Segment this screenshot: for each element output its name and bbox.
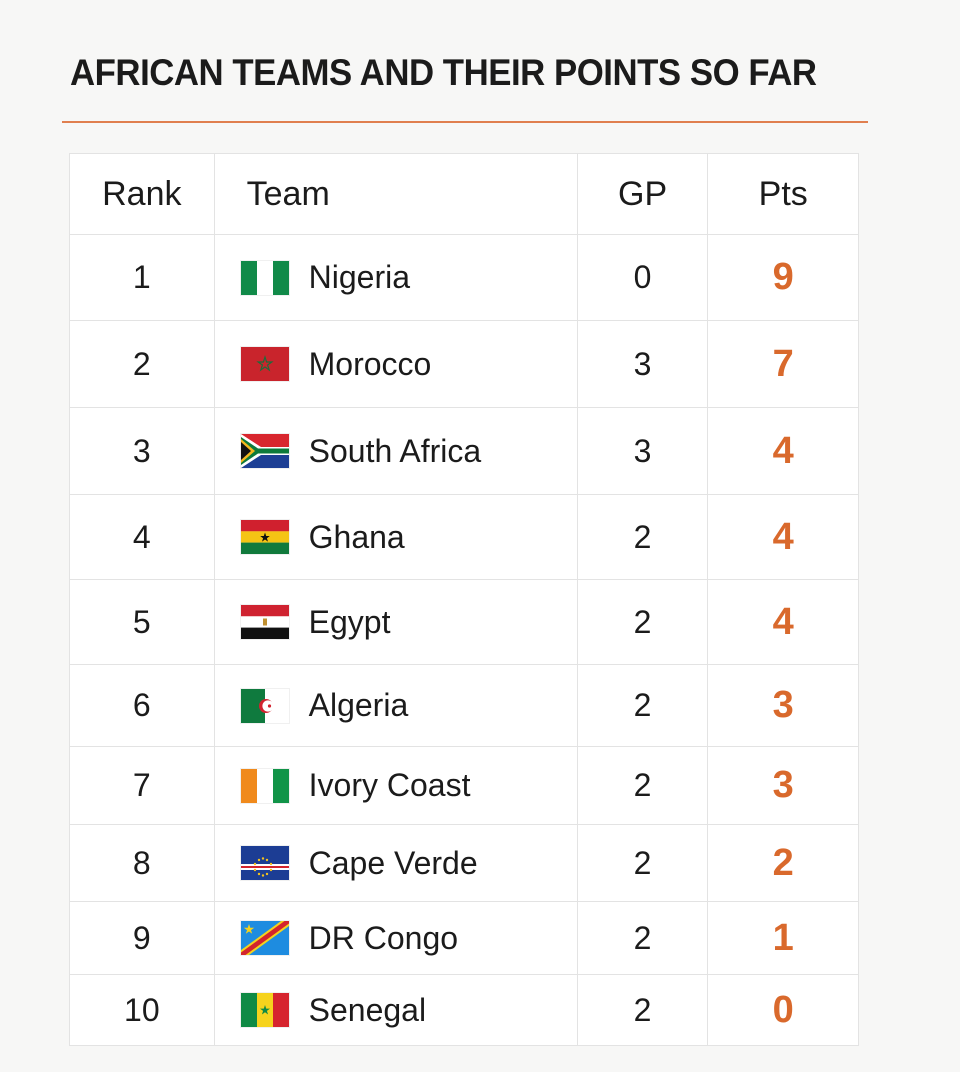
team-cell: Egypt xyxy=(213,580,577,664)
team-name: South Africa xyxy=(308,432,482,469)
table-row: 3 South Africa 3 4 xyxy=(70,407,858,494)
team-name: Nigeria xyxy=(308,259,410,295)
gp-cell: 3 xyxy=(576,321,708,407)
table-row: 10 Senegal 2 0 xyxy=(70,974,858,1045)
pts-cell: 9 xyxy=(707,235,858,320)
rank-cell: 2 xyxy=(132,345,151,382)
header-rank: Rank xyxy=(102,174,182,213)
table-header-row: Rank Team GP Pts xyxy=(70,154,858,234)
team-cell: Cape Verde xyxy=(213,825,577,901)
team-cell: Senegal xyxy=(213,975,577,1045)
rank-cell: 8 xyxy=(132,844,151,881)
rank-cell: 4 xyxy=(132,518,151,555)
team-cell: Nigeria xyxy=(213,235,577,320)
pts-value: 4 xyxy=(772,429,794,472)
pts-value: 3 xyxy=(772,764,794,806)
team-name: Egypt xyxy=(308,603,391,640)
gp-cell: 2 xyxy=(576,495,708,579)
rank-cell: 6 xyxy=(132,687,151,723)
rank-cell: 5 xyxy=(132,603,151,640)
gp-cell: 2 xyxy=(576,825,708,901)
team-name: Senegal xyxy=(308,991,427,1028)
pts-value: 1 xyxy=(772,916,794,959)
team-cell: Ghana xyxy=(213,495,577,579)
table-row: 2 Morocco 3 7 xyxy=(70,320,858,407)
rank-cell: 7 xyxy=(132,767,151,803)
table-row: 9 DR Congo 2 1 xyxy=(70,901,858,974)
gp-cell: 3 xyxy=(576,408,708,494)
pts-cell: 2 xyxy=(707,825,858,901)
team-name: Morocco xyxy=(308,345,432,382)
team-name: Cape Verde xyxy=(308,844,478,881)
table-row: 7 Ivory Coast 2 3 xyxy=(70,746,858,824)
gp-cell: 0 xyxy=(576,235,708,320)
page-title: AFRICAN TEAMS AND THEIR POINTS SO FAR xyxy=(70,52,817,93)
table-row: 4 Ghana 2 4 xyxy=(70,494,858,579)
team-cell: Ivory Coast xyxy=(213,747,577,824)
title-divider xyxy=(62,121,868,123)
team-name: Algeria xyxy=(308,687,409,723)
pts-cell: 0 xyxy=(707,975,858,1045)
pts-value: 9 xyxy=(772,256,794,298)
algeria-flag-icon xyxy=(240,688,289,723)
rank-cell: 1 xyxy=(132,259,151,295)
ghana-flag-icon xyxy=(240,520,289,554)
pts-cell: 3 xyxy=(707,747,858,824)
table-row: 8 Cape Verde 2 2 xyxy=(70,824,858,901)
pts-value: 4 xyxy=(772,515,794,558)
pts-value: 2 xyxy=(772,841,794,884)
table-row: 1 Nigeria 0 9 xyxy=(70,234,858,320)
header-gp: GP xyxy=(576,154,708,234)
team-cell: South Africa xyxy=(213,408,577,494)
rank-cell: 9 xyxy=(132,919,151,956)
rank-cell: 10 xyxy=(124,991,160,1028)
gp-cell: 2 xyxy=(576,747,708,824)
team-cell: Morocco xyxy=(213,321,577,407)
team-cell: DR Congo xyxy=(213,902,577,974)
team-name: Ivory Coast xyxy=(308,767,471,803)
gp-cell: 2 xyxy=(576,580,708,664)
pts-cell: 3 xyxy=(707,665,858,746)
pts-cell: 4 xyxy=(707,580,858,664)
gp-cell: 2 xyxy=(576,665,708,746)
pts-cell: 1 xyxy=(707,902,858,974)
dr-congo-flag-icon xyxy=(240,921,289,955)
pts-value: 7 xyxy=(772,342,794,385)
cape-verde-flag-icon xyxy=(240,846,289,880)
team-cell: Algeria xyxy=(213,665,577,746)
table-row: 5 Egypt 2 4 xyxy=(70,579,858,664)
pts-value: 3 xyxy=(772,684,794,726)
pts-cell: 4 xyxy=(707,408,858,494)
egypt-flag-icon xyxy=(240,605,289,639)
pts-cell: 7 xyxy=(707,321,858,407)
team-name: Ghana xyxy=(308,518,405,555)
standings-table: Rank Team GP Pts 1 Nigeria 0 9 2 Morocco… xyxy=(69,153,859,1046)
header-team: Team xyxy=(213,154,577,234)
pts-cell: 4 xyxy=(707,495,858,579)
rank-cell: 3 xyxy=(132,432,151,469)
senegal-flag-icon xyxy=(240,993,289,1027)
ivory-coast-flag-icon xyxy=(240,768,289,803)
table-row: 6 Algeria 2 3 xyxy=(70,664,858,746)
south-africa-flag-icon xyxy=(240,434,289,468)
morocco-flag-icon xyxy=(240,347,289,381)
header-pts: Pts xyxy=(707,154,858,234)
pts-value: 0 xyxy=(772,988,794,1031)
gp-cell: 2 xyxy=(576,902,708,974)
pts-value: 4 xyxy=(772,600,794,643)
team-name: DR Congo xyxy=(308,919,459,956)
gp-cell: 2 xyxy=(576,975,708,1045)
nigeria-flag-icon xyxy=(240,260,289,295)
